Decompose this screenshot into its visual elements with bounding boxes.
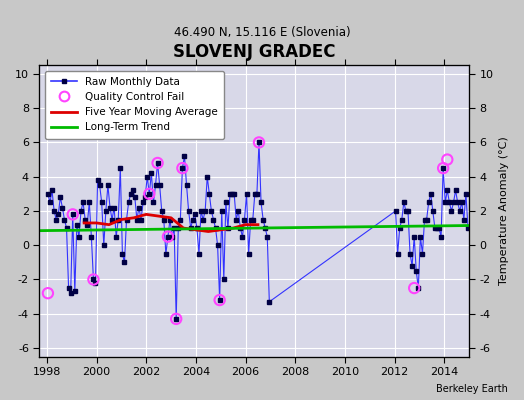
Point xyxy=(43,290,52,296)
Point xyxy=(439,165,447,171)
Text: Berkeley Earth: Berkeley Earth xyxy=(436,384,508,394)
Y-axis label: Temperature Anomaly (°C): Temperature Anomaly (°C) xyxy=(499,136,509,285)
Legend: Raw Monthly Data, Quality Control Fail, Five Year Moving Average, Long-Term Tren: Raw Monthly Data, Quality Control Fail, … xyxy=(45,70,224,139)
Point xyxy=(443,156,452,163)
Point xyxy=(255,139,263,146)
Point xyxy=(69,211,77,218)
Title: SLOVENJ GRADEC: SLOVENJ GRADEC xyxy=(173,43,335,61)
Point xyxy=(89,276,97,283)
Text: 46.490 N, 15.116 E (Slovenia): 46.490 N, 15.116 E (Slovenia) xyxy=(173,26,351,39)
Point xyxy=(172,316,180,322)
Point xyxy=(178,165,187,171)
Point xyxy=(145,191,154,197)
Point xyxy=(154,160,162,166)
Point xyxy=(410,285,418,291)
Point xyxy=(163,234,172,240)
Point xyxy=(215,297,224,303)
